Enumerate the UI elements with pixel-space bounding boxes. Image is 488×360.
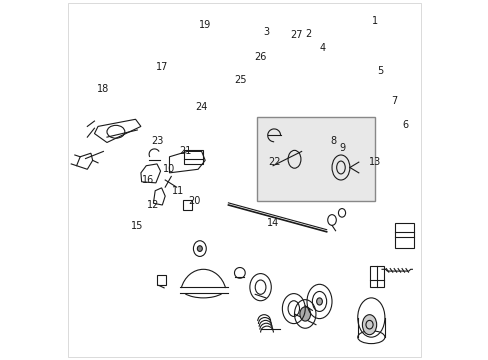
Ellipse shape bbox=[362, 315, 376, 335]
Text: 15: 15 bbox=[131, 221, 143, 231]
Ellipse shape bbox=[316, 298, 322, 305]
Text: 6: 6 bbox=[401, 120, 407, 130]
Text: 11: 11 bbox=[172, 186, 184, 196]
Text: 22: 22 bbox=[268, 157, 281, 167]
Text: 12: 12 bbox=[147, 200, 159, 210]
Bar bbox=[369, 266, 383, 287]
Bar bbox=[183, 150, 203, 164]
Text: 13: 13 bbox=[368, 157, 380, 167]
Text: 2: 2 bbox=[305, 28, 311, 39]
Text: 21: 21 bbox=[179, 147, 191, 157]
Text: 5: 5 bbox=[376, 66, 383, 76]
Text: 9: 9 bbox=[339, 143, 345, 153]
Text: 10: 10 bbox=[163, 164, 175, 174]
Bar bbox=[157, 275, 165, 285]
Ellipse shape bbox=[197, 246, 202, 251]
Text: 4: 4 bbox=[319, 43, 325, 53]
Ellipse shape bbox=[299, 307, 310, 321]
Text: 20: 20 bbox=[188, 197, 200, 206]
Bar bbox=[183, 200, 192, 210]
Bar bbox=[257, 117, 374, 202]
Text: 14: 14 bbox=[266, 218, 279, 228]
Text: 23: 23 bbox=[150, 136, 163, 146]
Text: 8: 8 bbox=[330, 136, 336, 146]
Text: 17: 17 bbox=[156, 63, 168, 72]
Text: 19: 19 bbox=[199, 19, 211, 30]
Text: 26: 26 bbox=[254, 52, 266, 62]
Text: 18: 18 bbox=[97, 84, 109, 94]
Text: 24: 24 bbox=[195, 102, 207, 112]
Text: 1: 1 bbox=[371, 16, 377, 26]
Text: 3: 3 bbox=[263, 27, 268, 37]
Bar bbox=[394, 223, 413, 248]
Text: 25: 25 bbox=[234, 75, 246, 85]
Text: 27: 27 bbox=[289, 30, 302, 40]
Text: 16: 16 bbox=[142, 175, 154, 185]
Text: 7: 7 bbox=[390, 96, 397, 107]
